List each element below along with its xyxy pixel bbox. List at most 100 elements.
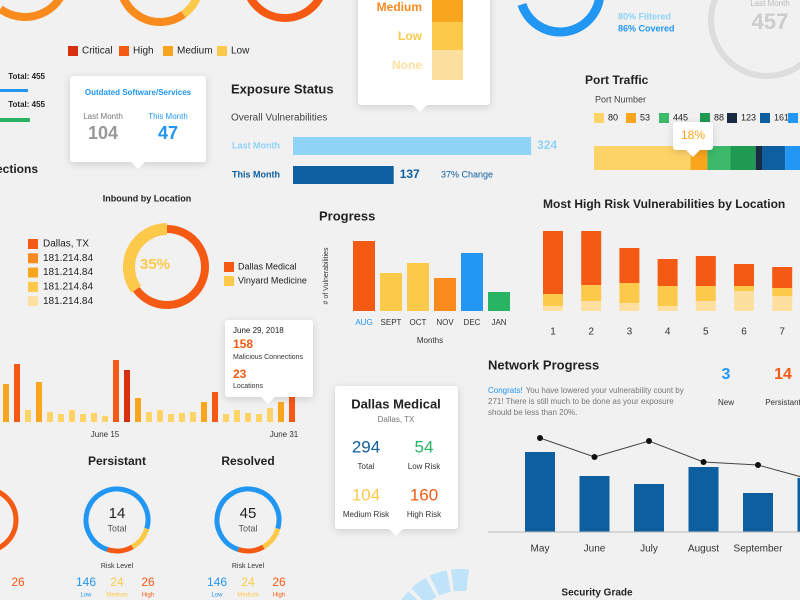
label: This Month (148, 112, 188, 121)
legend-label: 80 (608, 112, 618, 122)
bar (525, 452, 555, 532)
scale-swatch (432, 50, 463, 80)
label: Locations (233, 383, 263, 390)
bar-segment (734, 286, 754, 291)
ring (708, 0, 800, 79)
x-tick-label: June 31 (270, 430, 299, 439)
bar (688, 467, 719, 532)
x-tick-label: 5 (703, 327, 709, 338)
donut-segment (106, 544, 134, 554)
title: Network Progress (488, 357, 599, 372)
x-tick-label: September (734, 544, 784, 555)
bar (267, 408, 273, 422)
legend-label: High (133, 46, 154, 57)
ring (247, 0, 323, 22)
title: Inbound by Location (103, 193, 192, 203)
title: Connections (0, 162, 38, 176)
value-label: 137 (400, 167, 420, 181)
label: Medium (106, 593, 127, 599)
label: Last Month (232, 140, 280, 150)
card-pointer (261, 397, 275, 404)
x-tick-label: SEPT (381, 318, 402, 327)
label: 35% (140, 256, 170, 273)
label: Last Month (83, 112, 123, 121)
label: 294 (352, 437, 380, 456)
bar (245, 413, 251, 422)
label: 14 (774, 366, 792, 383)
label: New (718, 398, 734, 407)
bar (579, 476, 610, 532)
legend-swatch (28, 296, 38, 307)
legend-label: Dallas Medical (238, 261, 297, 271)
bar (3, 384, 9, 422)
label: High Risk (407, 510, 442, 519)
label: Total (358, 462, 375, 471)
line-point (646, 438, 652, 444)
location: 181.214.84 (43, 267, 93, 278)
legend-swatch (163, 46, 173, 56)
bar-segment (543, 294, 563, 306)
legend-swatch (68, 46, 78, 56)
title: Port Traffic (585, 73, 649, 87)
bar-segment (762, 146, 786, 170)
label: 104 (88, 123, 118, 143)
tooltip (673, 122, 713, 150)
legend-label: Critical (82, 46, 113, 57)
label: 160 (410, 485, 438, 504)
label: Dallas, TX (378, 415, 415, 424)
ring (181, 0, 201, 18)
message: should be less than 20%. (488, 408, 577, 417)
label: 47 (158, 123, 178, 143)
legend-swatch (224, 276, 234, 286)
bar (25, 410, 31, 422)
scale-label: Medium (377, 0, 422, 14)
scale-label: None (392, 58, 422, 72)
legend-swatch (594, 113, 604, 123)
ring (119, 0, 186, 26)
x-tick-label: OCT (410, 318, 427, 327)
legend-label: 123 (741, 112, 756, 122)
outdated-card (70, 76, 206, 162)
label: Risk Level (232, 563, 265, 570)
legend-swatch (659, 113, 669, 123)
bar (47, 412, 53, 422)
bar (212, 392, 218, 422)
donut-segment (123, 223, 168, 293)
label: Overall Vulnerabilities (231, 113, 327, 124)
bar-segment (730, 146, 756, 170)
x-tick-label: AUG (355, 318, 372, 327)
bar (289, 388, 295, 422)
legend-label: 445 (673, 112, 688, 122)
label: 26 (141, 575, 155, 589)
message-lead: Congrats! (488, 386, 523, 395)
bar (380, 273, 402, 311)
line (539, 437, 800, 478)
bar-segment (772, 296, 793, 311)
x-tick-label: JAN (491, 318, 506, 327)
x-tick-label: June (584, 544, 606, 555)
label: Medium (237, 593, 258, 599)
gauge (411, 577, 437, 600)
label: 457 (752, 9, 789, 34)
bar (157, 410, 163, 422)
label: Total (238, 523, 257, 533)
location: 181.214.84 (43, 296, 93, 307)
bar-segment (657, 286, 678, 306)
line-point (591, 454, 598, 460)
label: Outdated Software/Services (85, 88, 192, 97)
label: June 29, 2018 (233, 326, 284, 335)
label: 146 (76, 575, 96, 589)
bar-segment (772, 267, 793, 288)
bar (353, 241, 375, 311)
bar-segment (581, 231, 602, 285)
card-pointer (131, 162, 145, 169)
legend-swatch (700, 113, 710, 123)
bar (179, 413, 185, 422)
value-label: 324 (537, 138, 557, 152)
gauge (429, 570, 452, 596)
bar-segment (657, 306, 678, 311)
label: Last Month (750, 0, 790, 8)
title: Most High Risk Vulnerabilities by Locati… (543, 197, 785, 211)
